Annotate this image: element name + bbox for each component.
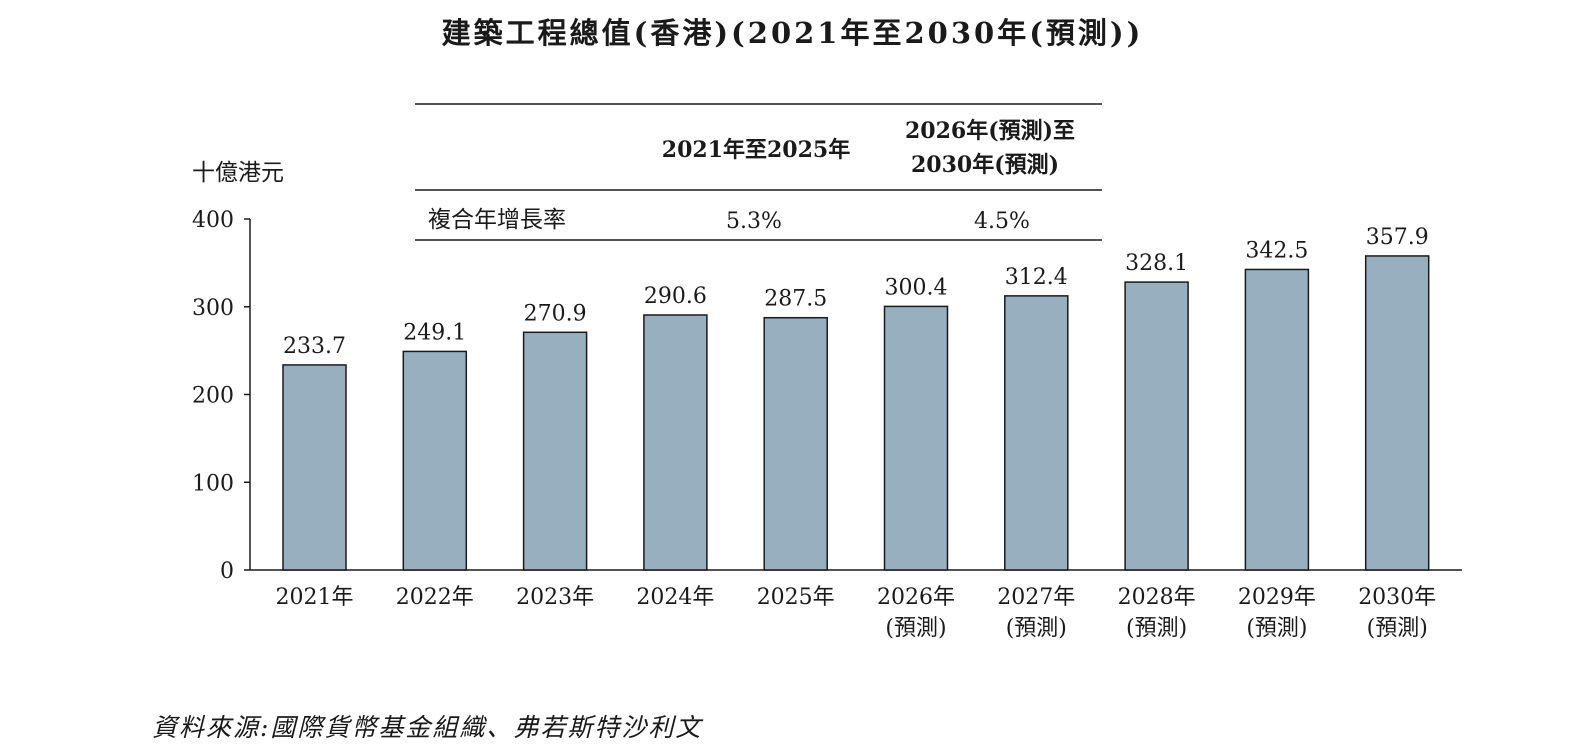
y-axis-label: 十億港元 xyxy=(192,160,284,186)
bar xyxy=(1364,255,1430,571)
x-category-label: (預測) xyxy=(1367,616,1428,641)
bar-value-label: 270.9 xyxy=(524,301,587,326)
y-tick-label: 200 xyxy=(192,384,234,409)
bar xyxy=(282,364,347,571)
bar-value-label: 342.5 xyxy=(1245,238,1308,263)
bar xyxy=(1124,281,1189,571)
bar-chart: 十億港元 2021年至2025年 2026年(預測)至 2030年(預測) 複合… xyxy=(192,103,1462,641)
cagr-header-2021-2025: 2021年至2025年 xyxy=(662,137,850,163)
bar-value-label: 233.7 xyxy=(283,334,346,359)
chart-axes: 0 100 200 300 400 xyxy=(192,208,1462,584)
bar xyxy=(763,316,828,571)
bar xyxy=(883,305,949,571)
x-category-label: 2021年 xyxy=(276,585,354,610)
y-tick-label: 0 xyxy=(220,559,234,584)
x-category-label: 2025年 xyxy=(757,585,835,610)
cagr-table: 2021年至2025年 2026年(預測)至 2030年(預測) 複合年增長率 … xyxy=(415,103,1102,241)
y-tick-label: 400 xyxy=(192,208,234,233)
bar-value-label: 287.5 xyxy=(764,287,827,312)
x-category-label: (預測) xyxy=(1126,616,1187,641)
x-category-label: 2028年 xyxy=(1118,585,1196,610)
x-category-label: 2026年 xyxy=(877,585,955,610)
cagr-value-2021-2025: 5.3% xyxy=(726,209,782,234)
bar-value-label: 357.9 xyxy=(1366,225,1429,250)
x-category-label: 2022年 xyxy=(396,585,474,610)
x-category-label: (預測) xyxy=(1006,616,1067,641)
x-category-label: 2023年 xyxy=(516,585,594,610)
chart-title: 建築工程總值(香港)(2021年至2030年(預測)) xyxy=(441,16,1144,50)
bar-value-label: 328.1 xyxy=(1125,251,1188,276)
bar xyxy=(1244,268,1310,571)
source-note: 資料來源:國際貨幣基金組織、弗若斯特沙利文 xyxy=(152,713,703,742)
bar-value-label: 300.4 xyxy=(885,275,948,300)
x-category-label: 2030年 xyxy=(1358,585,1436,610)
x-category-label: 2027年 xyxy=(997,585,1075,610)
bar-value-label: 290.6 xyxy=(644,284,707,309)
chart-bars: 233.7 2021年 249.1 2022年 270.9 2023年 290.6 2024年… xyxy=(276,225,1437,641)
x-category-label: 2029年 xyxy=(1238,585,1316,610)
cagr-header-2026-2030-line2: 2030年(預測) xyxy=(911,152,1059,178)
y-tick-label: 300 xyxy=(192,296,234,321)
cagr-header-2026-2030-line1: 2026年(預測)至 xyxy=(905,118,1075,144)
x-category-label: 2024年 xyxy=(636,585,714,610)
x-category-label: (預測) xyxy=(885,616,946,641)
y-tick-label: 100 xyxy=(192,471,234,496)
bar xyxy=(643,314,708,571)
bar xyxy=(1004,295,1069,571)
bar-value-label: 249.1 xyxy=(403,320,466,345)
x-category-label: (預測) xyxy=(1246,616,1307,641)
cagr-row-label: 複合年增長率 xyxy=(428,207,566,233)
bar xyxy=(522,331,588,571)
cagr-value-2026-2030: 4.5% xyxy=(974,209,1030,234)
bar-value-label: 312.4 xyxy=(1005,265,1068,290)
bar xyxy=(402,350,468,571)
